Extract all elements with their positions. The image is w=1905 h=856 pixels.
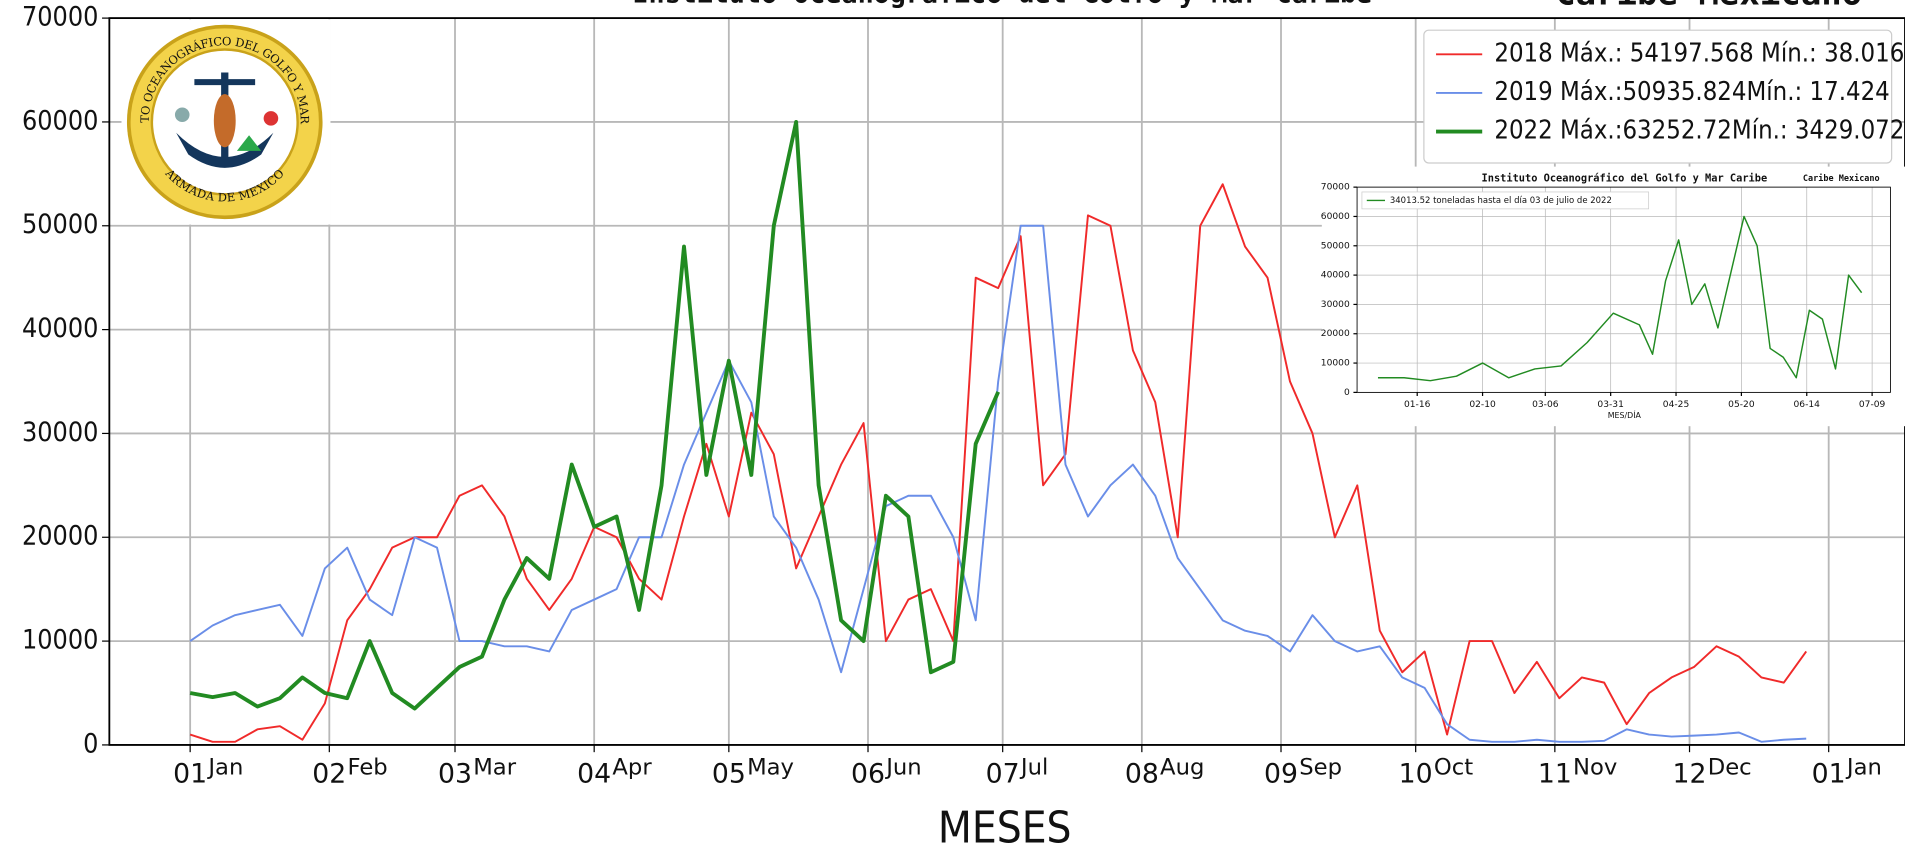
y-tick-label: 70000 <box>1321 183 1350 193</box>
x-month-label: Jun <box>884 754 921 780</box>
x-tick-label: 07 <box>986 759 1020 790</box>
y-tick-label: 20000 <box>22 521 98 552</box>
x-month-label: Aug <box>1160 754 1204 780</box>
logo-seahorse <box>213 94 236 148</box>
legend-label: 34013.52 toneladas hasta el día 03 de ju… <box>1390 195 1612 205</box>
x-month-label: Jan <box>206 754 243 780</box>
legend-label: 2018 Máx.: 54197.568 Mín.: 38.016 <box>1494 37 1904 67</box>
chart-title: Instituto Oceanográfico del Golfo y Mar … <box>632 0 1372 10</box>
x-tick-label: 08 <box>1125 759 1159 790</box>
series-line <box>1377 215 1863 382</box>
x-tick-label: 02 <box>312 759 346 790</box>
x-axis-label: MESES <box>938 804 1072 854</box>
y-tick-label: 20000 <box>1321 329 1350 339</box>
x-tick-label: 05 <box>712 759 746 790</box>
x-tick-label: 03-06 <box>1532 400 1559 410</box>
x-tick-label: 03-31 <box>1597 400 1623 410</box>
x-tick-label: 01-16 <box>1404 400 1431 410</box>
legend-label: 2022 Máx.:63252.72Mín.: 3429.072 <box>1494 115 1904 145</box>
y-tick-label: 70000 <box>22 2 98 33</box>
x-month-label: Jan <box>1845 754 1882 780</box>
x-tick-label: 10 <box>1399 759 1433 790</box>
y-tick-label: 10000 <box>1321 359 1350 369</box>
series-line <box>189 224 1807 743</box>
series-line <box>189 120 1000 711</box>
y-tick-label: 60000 <box>1321 212 1350 222</box>
y-tick-label: 30000 <box>22 417 98 448</box>
logo-icon <box>236 135 262 151</box>
x-month-label: Sep <box>1299 754 1342 780</box>
y-tick-label: 0 <box>83 728 98 759</box>
axes-frame <box>108 17 1905 746</box>
x-month-label: Apr <box>612 754 652 780</box>
y-tick-label: 0 <box>1344 388 1350 398</box>
y-tick-label: 50000 <box>22 209 98 240</box>
x-tick-label: 07-09 <box>1859 400 1886 410</box>
x-tick-label: 04-25 <box>1663 400 1689 410</box>
logo: INSTITUTO OCEANOGRÁFICO DEL GOLFO Y MAR … <box>0 0 331 225</box>
x-tick-label: 05-20 <box>1728 400 1755 410</box>
x-axis-label: MES/DÍA <box>1608 409 1642 420</box>
series-line <box>189 183 1808 743</box>
y-tick-label: 60000 <box>22 105 98 136</box>
y-tick-label: 10000 <box>22 625 98 656</box>
x-month-label: Feb <box>348 754 388 780</box>
chart-title: Instituto Oceanográfico del Golfo y Mar … <box>1482 173 1768 185</box>
x-tick-label: 12 <box>1673 759 1707 790</box>
x-tick-label: 01 <box>1812 759 1846 790</box>
x-month-label: Mar <box>473 754 517 780</box>
x-tick-label: 04 <box>577 759 611 790</box>
x-month-label: Nov <box>1573 754 1617 780</box>
x-tick-label: 02-10 <box>1469 400 1496 410</box>
logo-anchor <box>176 132 274 168</box>
logo-icon <box>174 107 190 122</box>
x-month-label: Dec <box>1708 754 1752 780</box>
y-tick-label: 40000 <box>22 313 98 344</box>
legend-box <box>1361 191 1650 210</box>
inset-chart: 0 10000 20000 30000 40000 50000 60000 70000 01-1… <box>1321 166 1905 427</box>
y-tick-label: 50000 <box>1321 241 1350 251</box>
x-tick-label: 01 <box>173 759 207 790</box>
x-month-label: Jul <box>1019 754 1048 780</box>
legend-label: 2019 Máx.:50935.824Mín.: 17.424 <box>1494 76 1889 106</box>
logo-shell <box>263 111 279 126</box>
chart-title-right: Caribe Mexicano <box>1803 173 1880 183</box>
y-tick-label: 40000 <box>1321 271 1350 281</box>
inset-bg <box>1321 166 1905 427</box>
chart-title-right: Caribe Mexicano <box>1555 0 1862 13</box>
x-tick-label: 03 <box>438 759 472 790</box>
x-tick-label: 06 <box>851 759 885 790</box>
legend-box <box>1423 29 1893 164</box>
x-tick-label: 06-14 <box>1794 400 1821 410</box>
x-month-label: Oct <box>1434 754 1473 780</box>
y-tick-label: 30000 <box>1321 300 1350 310</box>
x-month-label: May <box>747 754 794 780</box>
axes-frame <box>1356 186 1891 393</box>
x-tick-label: 09 <box>1264 759 1298 790</box>
x-tick-label: 11 <box>1538 759 1572 790</box>
